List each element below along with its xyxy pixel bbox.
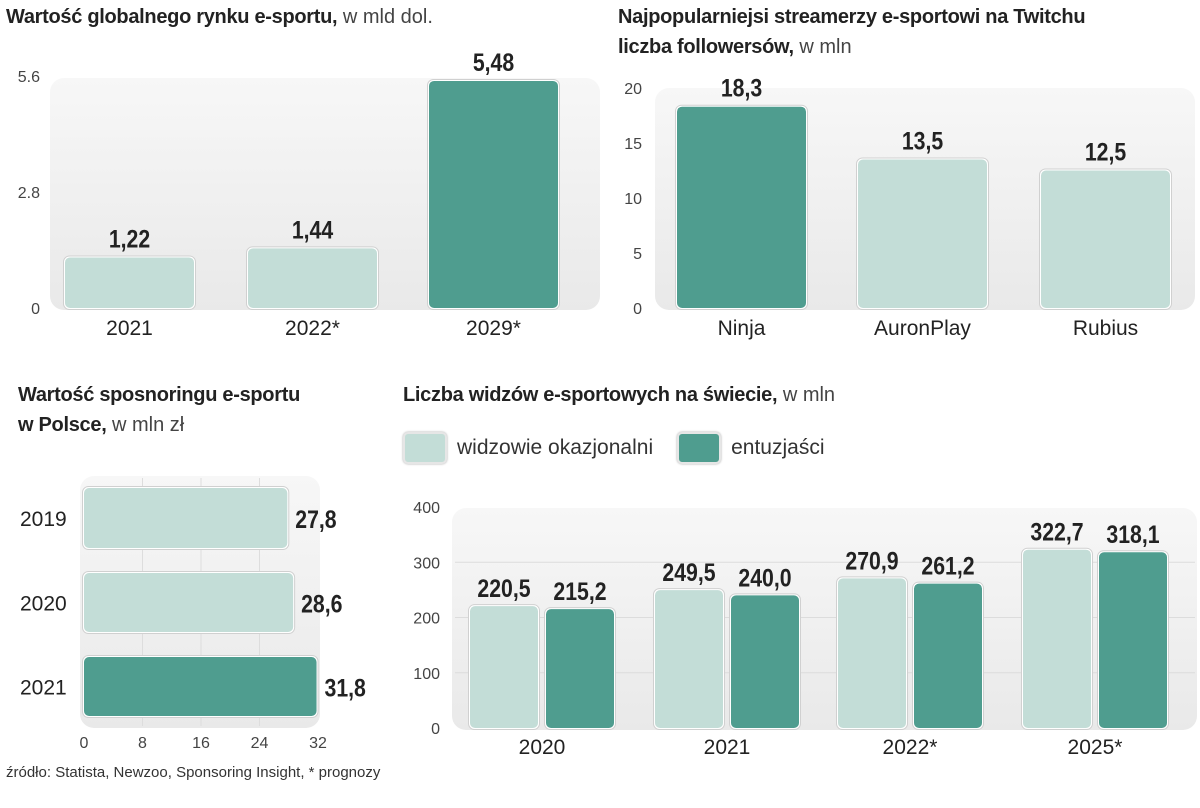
chart4-value-label-series2: 261,2 xyxy=(921,552,974,580)
chart2-category-label: Rubius xyxy=(1073,317,1138,340)
chart2-title: Najpopularniejsi streamerzy e-sportowi n… xyxy=(618,2,1086,62)
chart1-value-label: 1,22 xyxy=(109,225,150,253)
chart2-title-main: Najpopularniejsi streamerzy e-sportowi n… xyxy=(618,6,1086,28)
chart3-value-label: 31,8 xyxy=(325,674,366,702)
chart3-category-label: 2021 xyxy=(20,677,67,700)
chart3-xtick: 16 xyxy=(192,735,210,752)
chart1-title: Wartość globalnego rynku e-sportu, w mld… xyxy=(6,2,433,32)
chart4-value-label-series2: 215,2 xyxy=(553,577,606,605)
chart2-ytick: 0 xyxy=(633,301,642,318)
legend-label-enthusiasts: entuzjaści xyxy=(731,436,825,459)
chart4-category-label: 2021 xyxy=(704,736,751,759)
chart4-bar-series2 xyxy=(731,595,799,728)
chart4-panel xyxy=(452,508,1197,730)
chart1-unit: w mld dol. xyxy=(342,6,433,28)
chart4-title: Liczba widzów e-sportowych na świecie, w… xyxy=(403,380,835,410)
chart2-unit: w mln xyxy=(799,36,852,58)
chart4-ytick: 400 xyxy=(413,500,440,517)
chart2-ytick: 20 xyxy=(624,81,642,98)
chart3-xtick: 32 xyxy=(309,735,327,752)
chart4-unit: w mln xyxy=(782,384,836,406)
chart4-bar-series2 xyxy=(546,609,614,728)
chart4-ytick: 300 xyxy=(413,555,440,572)
chart3-xtick: 24 xyxy=(251,735,269,752)
chart3-title: Wartość sposnoringu e-sportu w Polsce, w… xyxy=(18,380,300,440)
chart3-value-label: 28,6 xyxy=(301,590,342,618)
chart4-value-label-series2: 318,1 xyxy=(1106,521,1159,549)
chart4-ytick: 100 xyxy=(413,666,440,683)
chart3-xtick: 0 xyxy=(80,735,89,752)
chart2-category-label: AuronPlay xyxy=(874,317,971,340)
chart1-bar xyxy=(65,257,194,308)
chart3-title-line2: w Polsce, xyxy=(18,414,107,436)
chart4-ytick: 0 xyxy=(431,721,440,738)
chart3-category-label: 2020 xyxy=(20,593,67,616)
chart2-value-label: 18,3 xyxy=(721,74,762,102)
chart4-bar-series1 xyxy=(470,606,538,728)
chart2-category-label: Ninja xyxy=(718,317,766,340)
chart3-xtick: 8 xyxy=(138,735,147,752)
chart4-category-label: 2020 xyxy=(519,736,566,759)
chart3-title-main: Wartość sposnoringu e-sportu xyxy=(18,384,300,406)
legend-label-occasional: widzowie okazjonalni xyxy=(457,436,654,459)
chart1-bar xyxy=(248,248,377,308)
chart1-title-main: Wartość globalnego rynku e-sportu, xyxy=(6,6,338,28)
chart2-ytick: 10 xyxy=(624,191,642,208)
legend-swatch-dark xyxy=(677,432,722,464)
legend-swatch-light xyxy=(403,432,447,464)
chart4-bar-series1 xyxy=(1023,549,1091,728)
chart4-value-label-series1: 270,9 xyxy=(845,547,898,575)
chart3-value-label: 27,8 xyxy=(295,505,336,533)
chart3-bar xyxy=(84,657,317,716)
chart1-category-label: 2029* xyxy=(466,317,521,340)
chart4-category-label: 2025* xyxy=(1068,736,1123,759)
chart2-bar xyxy=(677,106,806,308)
chart4-category-label: 2022* xyxy=(883,736,938,759)
chart3-bar xyxy=(84,488,288,548)
chart2-value-label: 12,5 xyxy=(1085,138,1126,166)
chart1-ytick: 0 xyxy=(31,301,40,318)
chart1-category-label: 2022* xyxy=(285,317,340,340)
chart1-value-label: 5,48 xyxy=(473,48,514,76)
chart4-ytick: 200 xyxy=(413,611,440,628)
chart2-value-label: 13,5 xyxy=(902,127,943,155)
chart4-legend: widzowie okazjonalni entuzjaści xyxy=(403,432,825,464)
chart4-bar-series1 xyxy=(838,578,906,728)
chart4-bar-series1 xyxy=(655,590,723,728)
chart2-title-line2: liczba followersów, xyxy=(618,36,794,58)
chart1-ytick: 2.8 xyxy=(18,185,40,202)
chart4-value-label-series2: 240,0 xyxy=(738,564,791,592)
chart4-bar-series2 xyxy=(1099,552,1167,728)
chart3-bar xyxy=(84,573,294,632)
chart3-category-label: 2019 xyxy=(20,508,67,531)
source-note: źródło: Statista, Newzoo, Sponsoring Ins… xyxy=(6,764,381,781)
chart2-bar xyxy=(1041,170,1170,308)
chart4-bar-series2 xyxy=(914,583,982,728)
chart4-value-label-series1: 249,5 xyxy=(662,559,715,587)
chart4-title-main: Liczba widzów e-sportowych na świecie, xyxy=(403,384,778,406)
chart1-bar xyxy=(429,80,558,308)
chart1-ytick: 5.6 xyxy=(18,69,40,86)
chart4-value-label-series1: 322,7 xyxy=(1030,518,1083,546)
chart3-unit: w mln zł xyxy=(112,414,185,436)
chart2-ytick: 15 xyxy=(624,136,642,153)
chart2-ytick: 5 xyxy=(633,246,642,263)
chart2-bar xyxy=(858,159,987,308)
chart1-category-label: 2021 xyxy=(106,317,153,340)
chart4-value-label-series1: 220,5 xyxy=(477,575,530,603)
chart1-value-label: 1,44 xyxy=(292,216,333,244)
